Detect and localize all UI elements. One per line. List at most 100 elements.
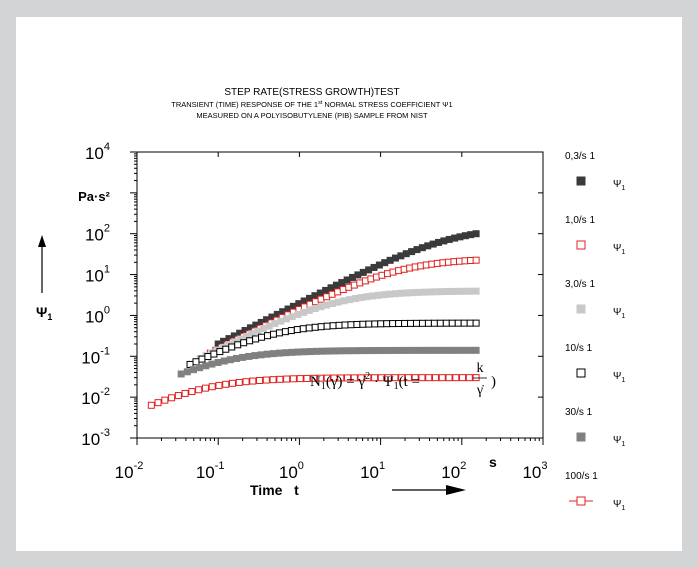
data-point xyxy=(192,358,200,366)
data-point xyxy=(222,345,230,353)
data-point xyxy=(251,352,259,360)
data-point xyxy=(282,349,290,357)
x-axis-label: Time t xyxy=(250,482,299,498)
data-point xyxy=(325,347,333,355)
data-point xyxy=(271,320,279,328)
data-point xyxy=(195,386,203,394)
data-point xyxy=(311,323,319,331)
data-point xyxy=(466,287,474,295)
data-point xyxy=(460,319,468,327)
y-tick-label: 104 xyxy=(85,141,110,163)
data-point xyxy=(459,374,467,382)
data-point xyxy=(436,319,444,327)
data-point xyxy=(198,355,206,363)
data-point xyxy=(235,378,243,386)
data-point xyxy=(215,381,223,389)
data-point xyxy=(448,346,456,354)
data-point xyxy=(413,319,421,327)
chart-svg: STEP RATE(STRESS GROWTH)TEST TRANSIENT (… xyxy=(36,87,625,512)
data-point xyxy=(343,347,351,355)
data-point xyxy=(252,335,260,343)
data-point xyxy=(201,384,209,392)
legend-symbol: Ψ1 xyxy=(613,307,625,320)
data-point xyxy=(337,347,345,355)
data-point xyxy=(154,399,162,407)
data-point xyxy=(472,256,480,264)
data-point xyxy=(306,348,314,356)
legend-label: 100/s 1 xyxy=(565,471,598,482)
data-point xyxy=(350,374,358,382)
data-point xyxy=(228,343,236,351)
data-point xyxy=(317,323,325,331)
data-point xyxy=(377,320,385,328)
data-point xyxy=(438,288,446,296)
data-point xyxy=(405,346,413,354)
data-point xyxy=(294,310,302,318)
data-point xyxy=(208,360,216,368)
x-tick-label: 10-2 xyxy=(115,460,144,482)
data-point xyxy=(397,289,405,297)
data-point xyxy=(300,348,308,356)
data-point xyxy=(364,374,372,382)
data-point xyxy=(293,326,301,334)
data-point xyxy=(335,321,343,329)
data-point xyxy=(246,337,254,345)
data-point xyxy=(409,289,417,297)
data-point xyxy=(357,374,365,382)
data-point xyxy=(222,380,230,388)
data-point xyxy=(232,354,240,362)
data-point xyxy=(374,291,382,299)
data-point xyxy=(349,347,357,355)
legend-label: 30/s 1 xyxy=(565,407,593,418)
data-point xyxy=(392,290,400,298)
chart-title: STEP RATE(STRESS GROWTH)TEST xyxy=(224,87,399,98)
data-point xyxy=(389,320,397,328)
data-point xyxy=(226,356,234,364)
data-point xyxy=(371,320,379,328)
equation-close: ) xyxy=(491,374,496,390)
data-point xyxy=(269,376,277,384)
data-point xyxy=(220,357,228,365)
data-point xyxy=(423,346,431,354)
data-point xyxy=(294,348,302,356)
data-point xyxy=(188,388,196,396)
data-point xyxy=(281,328,289,336)
y-axis-arrow xyxy=(38,235,46,293)
data-point xyxy=(276,375,284,383)
data-point xyxy=(452,374,460,382)
y-tick-label: 10-3 xyxy=(81,427,110,449)
data-point xyxy=(431,374,439,382)
legend-label: 1,0/s 1 xyxy=(565,215,595,226)
data-point xyxy=(377,374,385,382)
legend-marker xyxy=(576,368,586,378)
data-point xyxy=(466,346,474,354)
data-point xyxy=(418,374,426,382)
data-point xyxy=(424,319,432,327)
data-point xyxy=(401,319,409,327)
data-point xyxy=(411,346,419,354)
data-point xyxy=(420,288,428,296)
data-point xyxy=(472,319,480,327)
x-tick-label: 101 xyxy=(360,460,385,482)
data-point xyxy=(461,287,469,295)
data-point xyxy=(275,349,283,357)
data-point xyxy=(316,374,324,382)
data-point xyxy=(275,329,283,337)
data-point xyxy=(386,346,394,354)
data-point xyxy=(351,295,359,303)
data-point xyxy=(365,320,373,328)
data-point xyxy=(415,288,423,296)
data-point xyxy=(430,319,438,327)
x-unit-label: s xyxy=(489,454,497,470)
data-point xyxy=(438,374,446,382)
data-point xyxy=(323,322,331,330)
chart-frame: STEP RATE(STRESS GROWTH)TEST TRANSIENT (… xyxy=(16,17,682,551)
data-point xyxy=(259,325,267,333)
data-point xyxy=(234,341,242,349)
y-tick-label: 101 xyxy=(85,264,110,286)
data-point xyxy=(359,320,367,328)
x-tick-label: 10-1 xyxy=(196,460,225,482)
plot-area xyxy=(136,151,544,439)
y-tick-label: 100 xyxy=(85,304,110,326)
data-point xyxy=(283,375,291,383)
